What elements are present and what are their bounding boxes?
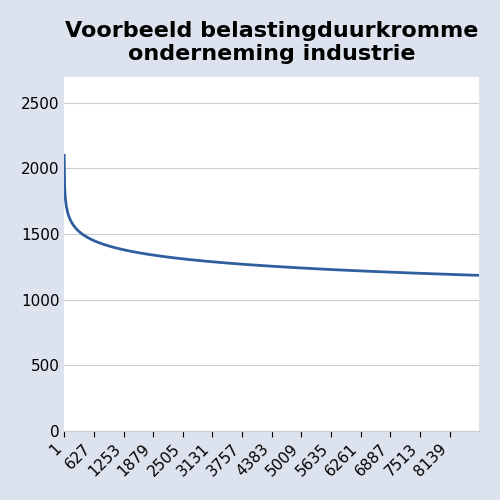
Title: Voorbeeld belastingduurkromme
onderneming industrie: Voorbeeld belastingduurkromme ondernemin… [65,21,478,64]
